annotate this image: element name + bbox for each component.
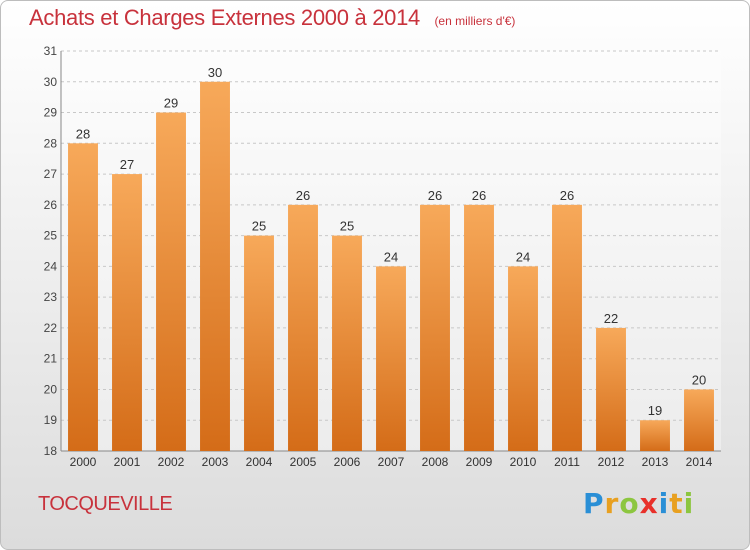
bar <box>200 81 230 452</box>
data-label: 24 <box>384 249 398 264</box>
y-tick-label: 24 <box>44 259 58 273</box>
proxiti-logo[interactable]: Proxiti <box>583 487 694 520</box>
data-label: 20 <box>692 372 706 387</box>
bar <box>640 420 670 451</box>
data-label: 19 <box>648 403 662 418</box>
data-label: 26 <box>296 188 310 203</box>
bar <box>420 204 450 451</box>
bar <box>112 174 142 452</box>
bar <box>596 327 626 451</box>
bar <box>376 266 406 451</box>
y-tick-label: 28 <box>44 136 58 150</box>
data-label: 26 <box>428 188 442 203</box>
data-label: 24 <box>516 249 530 264</box>
x-tick-label: 2011 <box>554 455 580 469</box>
data-label: 26 <box>472 188 486 203</box>
x-tick-label: 2000 <box>70 455 97 469</box>
data-label: 29 <box>164 96 178 111</box>
y-tick-label: 19 <box>44 413 58 427</box>
data-label: 25 <box>340 219 354 234</box>
x-tick-label: 2002 <box>158 455 185 469</box>
x-tick-label: 2013 <box>642 455 669 469</box>
y-tick-label: 30 <box>44 75 58 89</box>
y-tick-label: 26 <box>44 198 58 212</box>
data-label: 25 <box>252 219 266 234</box>
x-tick-label: 2010 <box>510 455 537 469</box>
data-label: 26 <box>560 188 574 203</box>
chart-unit-text: (en milliers d'€) <box>434 14 516 28</box>
y-tick-label: 20 <box>44 382 58 396</box>
x-tick-label: 2001 <box>114 455 141 469</box>
x-tick-label: 2014 <box>686 455 713 469</box>
bar <box>68 143 98 452</box>
logo-letter: t <box>669 487 684 520</box>
logo-letter: i <box>683 487 695 520</box>
x-tick-label: 2008 <box>422 455 449 469</box>
logo-letter: r <box>604 487 620 520</box>
data-label: 22 <box>604 311 618 326</box>
bar <box>244 235 274 451</box>
logo-letter: o <box>619 487 640 520</box>
y-tick-label: 29 <box>44 106 58 120</box>
chart-title: Achats et Charges Externes 2000 à 2014 (… <box>29 5 515 31</box>
bar <box>288 204 318 451</box>
chart-title-text: Achats et Charges Externes 2000 à 2014 <box>29 5 420 30</box>
x-tick-label: 2012 <box>598 455 625 469</box>
logo-letter: i <box>658 487 670 520</box>
y-tick-label: 31 <box>44 44 58 58</box>
x-tick-label: 2009 <box>466 455 493 469</box>
x-tick-label: 2003 <box>202 455 229 469</box>
data-label: 27 <box>120 157 134 172</box>
bar <box>552 204 582 451</box>
x-tick-label: 2006 <box>334 455 361 469</box>
x-tick-label: 2004 <box>246 455 273 469</box>
data-label: 30 <box>208 65 222 80</box>
x-tick-label: 2005 <box>290 455 317 469</box>
bar <box>156 112 186 452</box>
y-tick-label: 22 <box>44 321 58 335</box>
x-tick-label: 2007 <box>378 455 405 469</box>
y-tick-label: 23 <box>44 290 58 304</box>
bar <box>684 389 714 451</box>
y-tick-label: 27 <box>44 167 58 181</box>
logo-letter: x <box>639 487 659 520</box>
y-tick-label: 21 <box>44 352 58 366</box>
bar <box>508 266 538 451</box>
logo-letter: P <box>583 487 605 520</box>
y-tick-label: 25 <box>44 229 58 243</box>
y-tick-label: 18 <box>44 444 58 458</box>
bar <box>332 235 362 451</box>
data-label: 28 <box>76 126 90 141</box>
bar <box>464 204 494 451</box>
commune-name: TOCQUEVILLE <box>38 493 173 515</box>
